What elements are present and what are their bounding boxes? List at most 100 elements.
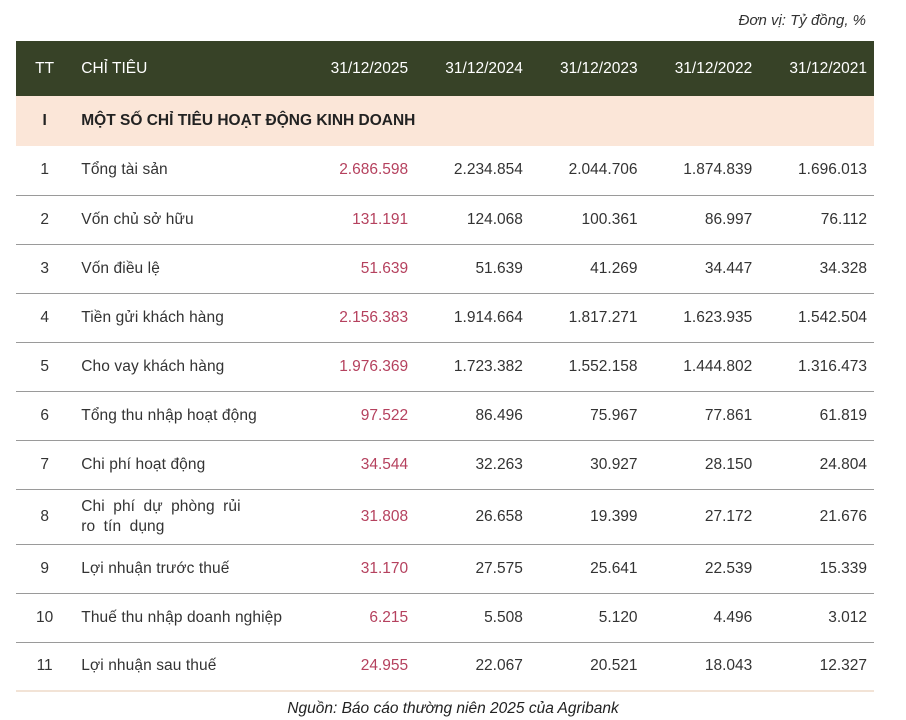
header-year: 31/12/2022 (674, 59, 753, 77)
row-value: 97.522 (360, 406, 409, 424)
row-value: 24.955 (360, 657, 409, 675)
row-value: 6.215 (369, 608, 409, 626)
table-row: 11 Lợi nhuận sau thuế 24.955 22.067 20.521 18… (16, 642, 874, 691)
table-row: 1 Tổng tài sản 2.686.598 2.234.854 2.044.706… (16, 146, 874, 195)
table-row: 3 Vốn điều lệ 51.639 51.639 41.269 34.447 34.3… (16, 244, 874, 293)
row-tt: 11 (36, 657, 53, 675)
row-value: 1.914.664 (453, 308, 523, 326)
row-tt: 6 (40, 406, 49, 424)
table-row: 2 Vốn chủ sở hữu 131.191 124.068 100.361 86.9… (16, 195, 874, 244)
row-value: 1.623.935 (683, 308, 753, 326)
row-tt: 9 (40, 559, 49, 577)
row-value: 34.544 (360, 455, 409, 473)
header-year: 31/12/2021 (789, 59, 867, 77)
table-row: 10 Thuế thu nhập doanh nghiệp 6.215 5.508 5.… (16, 593, 874, 642)
section-row: I MỘT SỐ CHỈ TIÊU HOẠT ĐỘNG KINH DOANH (16, 96, 874, 146)
row-name: Tiền gửi khách hàng (81, 308, 224, 326)
row-value: 27.575 (475, 559, 523, 577)
row-value: 75.967 (590, 406, 638, 424)
row-tt: 4 (40, 308, 49, 326)
row-value: 34.328 (819, 259, 867, 277)
header-year: 31/12/2024 (445, 59, 523, 77)
header-year: 31/12/2023 (559, 59, 638, 77)
row-tt: 2 (40, 210, 49, 228)
row-value: 20.521 (590, 657, 638, 675)
row-name: Thuế thu nhập doanh nghiệp (81, 608, 283, 626)
row-value: 2.156.383 (339, 308, 409, 326)
section-tt: I (42, 112, 47, 129)
table-row: 5 Cho vay khách hàng 1.976.369 1.723.382 1.5… (16, 342, 874, 391)
row-value: 19.399 (590, 507, 638, 525)
row-value: 22.067 (475, 657, 523, 675)
row-name: Lợi nhuận sau thuế (81, 657, 217, 675)
row-name: Cho vay khách hàng (81, 357, 225, 375)
row-value: 3.012 (828, 608, 867, 626)
row-value: 124.068 (466, 210, 523, 228)
row-name: Vốn điều lệ (81, 259, 160, 277)
row-value: 5.508 (484, 608, 523, 626)
table-row: 9 Lợi nhuận trước thuế 31.170 27.575 25.641 2… (16, 544, 874, 593)
table-row: 4 Tiền gửi khách hàng 2.156.383 1.914.664 1.… (16, 293, 874, 342)
header-year: 31/12/2025 (330, 59, 409, 77)
row-value: 25.641 (590, 559, 638, 577)
section-title: MỘT SỐ CHỈ TIÊU HOẠT ĐỘNG KINH DOANH (81, 112, 416, 129)
row-value: 21.676 (819, 507, 867, 525)
row-value: 1.874.839 (683, 161, 753, 179)
row-value: 1.696.013 (798, 161, 867, 179)
row-value: 2.686.598 (339, 161, 409, 179)
row-value: 31.170 (360, 559, 409, 577)
row-value: 1.444.802 (683, 357, 753, 375)
row-tt: 5 (40, 357, 49, 375)
row-value: 76.112 (820, 210, 867, 228)
row-tt: 7 (40, 455, 49, 473)
row-value: 131.191 (352, 210, 409, 228)
row-value: 41.269 (590, 259, 638, 277)
row-value: 86.997 (704, 210, 753, 228)
header-tt: TT (35, 59, 55, 77)
row-value: 12.327 (819, 657, 867, 675)
row-name: Lợi nhuận trước thuế (81, 559, 230, 577)
row-value: 61.819 (819, 406, 867, 424)
row-value: 18.043 (704, 657, 753, 675)
row-value: 1.723.382 (453, 357, 523, 375)
row-value: 2.234.854 (453, 161, 523, 179)
header-name: CHỈ TIÊU (81, 59, 148, 77)
row-tt: 8 (40, 507, 49, 525)
table-row: 6 Tổng thu nhập hoạt động 97.522 86.496 75.9… (16, 391, 874, 440)
row-name: Chi phí dự phòng rủi ro tín dụng (81, 497, 241, 535)
row-value: 34.447 (704, 259, 753, 277)
unit-note: Đơn vị: Tỷ đồng, % (738, 12, 866, 29)
row-value: 5.120 (598, 608, 638, 626)
row-tt: 10 (36, 608, 54, 626)
row-value: 1.552.158 (568, 357, 638, 375)
financial-table: TT CHỈ TIÊU 31/12/2025 31/12/2024 31/12/… (16, 41, 874, 692)
row-value: 1.542.504 (798, 308, 867, 326)
source-note: Nguồn: Báo cáo thường niên 2025 của Agri… (287, 700, 619, 717)
row-value: 1.976.369 (339, 357, 409, 375)
table-row: 8 Chi phí dự phòng rủi ro tín dụng 31.808 2… (16, 489, 874, 544)
row-value: 100.361 (581, 210, 638, 228)
row-value: 51.639 (360, 259, 409, 277)
row-value: 1.316.473 (798, 357, 867, 375)
row-name: Tổng thu nhập hoạt động (81, 406, 257, 424)
row-value: 4.496 (713, 608, 753, 626)
row-value: 2.044.706 (568, 161, 638, 179)
row-value: 86.496 (475, 406, 523, 424)
row-value: 27.172 (704, 507, 753, 525)
row-value: 1.817.271 (568, 308, 638, 326)
row-tt: 3 (40, 259, 49, 277)
row-value: 22.539 (704, 559, 753, 577)
row-name: Tổng tài sản (81, 161, 168, 179)
row-value: 15.339 (819, 559, 867, 577)
row-value: 24.804 (819, 455, 867, 473)
row-value: 28.150 (704, 455, 753, 473)
row-value: 30.927 (590, 455, 638, 473)
row-value: 51.639 (475, 259, 523, 277)
row-value: 31.808 (360, 507, 409, 525)
table-row: 7 Chi phí hoạt động 34.544 32.263 30.927 28.1… (16, 440, 874, 489)
row-name: Vốn chủ sở hữu (81, 210, 194, 228)
row-value: 32.263 (475, 455, 523, 473)
row-value: 26.658 (475, 507, 523, 525)
row-tt: 1 (40, 161, 49, 179)
row-name: Chi phí hoạt động (81, 455, 206, 473)
